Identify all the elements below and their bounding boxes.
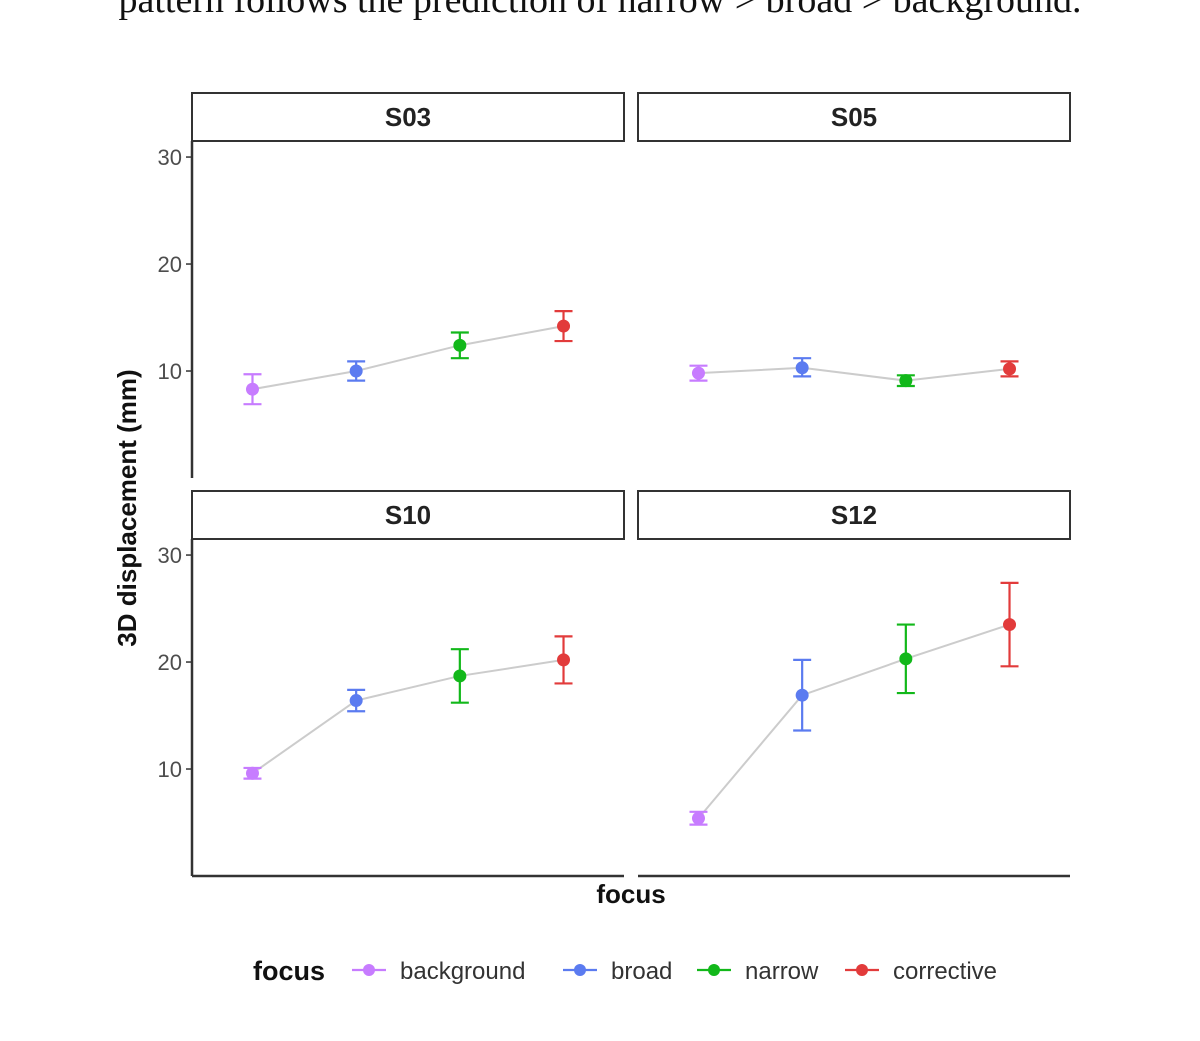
facet-strip-label: S03 (385, 102, 431, 132)
facet-strip-label: S12 (831, 500, 877, 530)
data-point-broad (795, 361, 809, 375)
y-tick-label: 10 (158, 757, 182, 782)
data-point-broad (795, 688, 809, 702)
data-point-background (691, 366, 705, 380)
legend-key-point (574, 964, 586, 976)
legend-key-point (856, 964, 868, 976)
trend-line (697, 623, 1010, 819)
y-tick-label: 20 (158, 650, 182, 675)
trend-line (252, 325, 564, 391)
data-point-narrow (899, 374, 913, 388)
facet-panel-s05: S05 (637, 92, 1071, 388)
legend-label: broad (611, 958, 672, 985)
facet-strip (637, 92, 1071, 142)
y-tick-label: 30 (158, 543, 182, 568)
data-point-background (245, 766, 259, 780)
facet-strip-label: S05 (831, 102, 877, 132)
legend-title: focus (253, 956, 325, 986)
data-point-narrow (453, 338, 467, 352)
facet-strip (637, 490, 1071, 540)
y-tick-label: 30 (158, 145, 182, 170)
legend-item-background: background (352, 958, 525, 985)
legend-label: background (400, 958, 525, 985)
data-point-corrective (1003, 618, 1017, 632)
legend-item-narrow: narrow (697, 958, 819, 985)
data-point-background (245, 382, 259, 396)
legend-item-corrective: corrective (845, 958, 997, 985)
legend-key-point (363, 964, 375, 976)
data-point-background (691, 811, 705, 825)
data-point-narrow (899, 652, 913, 666)
data-point-broad (349, 694, 363, 708)
legend-key-point (708, 964, 720, 976)
data-point-corrective (1003, 362, 1017, 376)
facet-panel-s10: S10 10 20 30 (158, 490, 625, 878)
y-tick-label: 20 (158, 252, 182, 277)
data-point-broad (349, 364, 363, 378)
data-point-narrow (453, 669, 467, 683)
legend-label: corrective (893, 958, 997, 985)
y-axis-title: 3D displacement (mm) (112, 369, 142, 646)
trend-line (698, 366, 1010, 382)
body-text-line: pattern follows the prediction of narrow… (118, 0, 1082, 21)
legend: focus background broad narrow corrective (253, 956, 997, 986)
facet-panel-s03: S03 10 20 30 (158, 92, 625, 478)
facet-panel-s12: S12 (637, 490, 1071, 878)
x-axis-title: focus (596, 879, 665, 909)
facet-strip (191, 490, 625, 540)
legend-item-broad: broad (563, 958, 672, 985)
legend-label: narrow (745, 958, 819, 985)
y-tick-label: 10 (158, 359, 182, 384)
data-point-corrective (557, 319, 571, 333)
facet-strip (191, 92, 625, 142)
trend-line (251, 658, 564, 775)
facet-strip-label: S10 (385, 500, 431, 530)
data-point-corrective (557, 653, 571, 667)
